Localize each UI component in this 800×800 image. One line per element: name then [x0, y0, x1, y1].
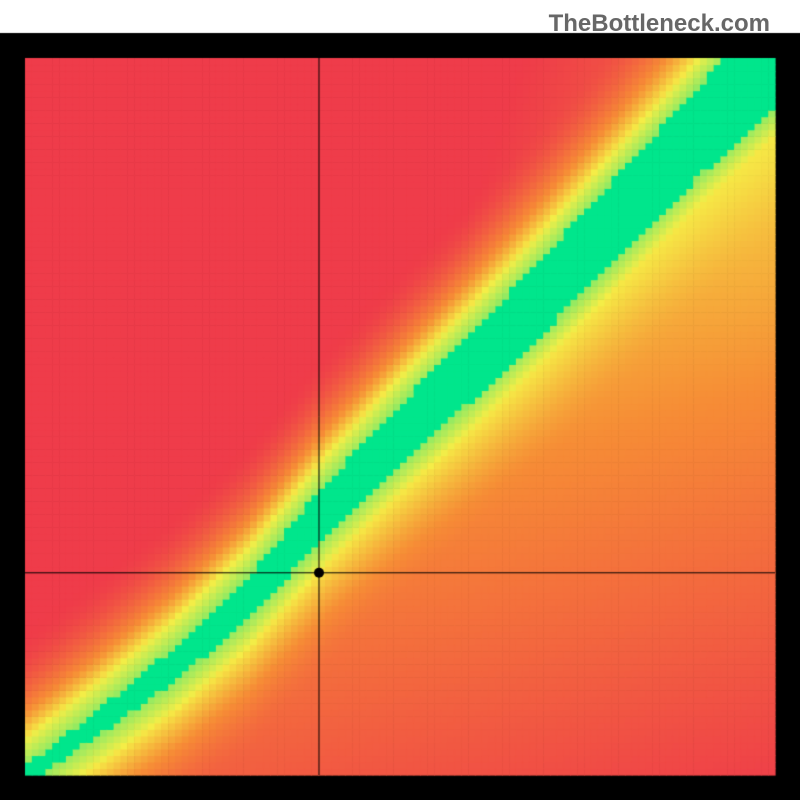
bottleneck-heatmap-canvas	[0, 0, 800, 800]
watermark-text: TheBottleneck.com	[549, 10, 770, 38]
